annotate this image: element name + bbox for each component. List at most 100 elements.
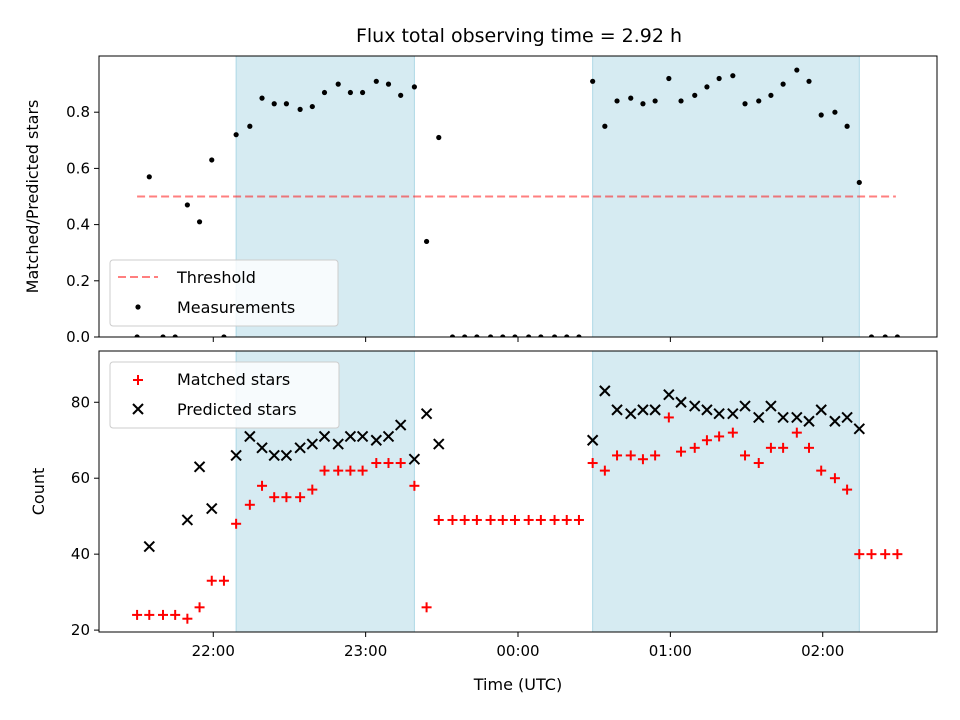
predicted-marker-b xyxy=(306,438,319,450)
matched-star-point xyxy=(625,450,636,461)
matched-star-point xyxy=(561,514,572,525)
matched-star-point xyxy=(333,465,344,476)
measurement-point xyxy=(462,334,468,337)
predicted-star-point xyxy=(829,415,841,427)
predicted-marker-b xyxy=(382,430,395,443)
predicted-marker-b xyxy=(193,461,206,473)
matched-star-point xyxy=(182,613,193,624)
predicted-star-point xyxy=(663,388,675,401)
matched-star-point xyxy=(650,450,661,461)
legend: Threshold Measurements xyxy=(109,259,339,327)
measurement-point xyxy=(856,179,862,186)
matched-star-point xyxy=(727,427,738,438)
predicted-marker-b xyxy=(739,400,751,412)
matched-star-point xyxy=(509,514,520,525)
y-tick-label: 20 xyxy=(71,621,90,639)
predicted-star-point xyxy=(256,442,268,454)
predicted-marker-b xyxy=(230,449,242,462)
matched-star-point xyxy=(319,465,330,476)
measurement-point xyxy=(538,334,544,337)
matched-star-point xyxy=(523,514,534,525)
measurement-point xyxy=(247,123,253,129)
y-axis-label: Count xyxy=(29,468,48,516)
matched-star-point xyxy=(612,450,623,461)
measurement-point xyxy=(794,67,800,73)
predicted-marker-b xyxy=(713,407,725,420)
measurement-point xyxy=(818,112,824,118)
shaded-span xyxy=(592,350,860,633)
measurement-point xyxy=(692,92,698,98)
predicted-marker-b xyxy=(370,434,383,446)
measurement-point xyxy=(780,81,786,87)
measurement-point xyxy=(134,334,140,337)
y-tick-label: 0.4 xyxy=(66,216,90,234)
y-tick-label: 60 xyxy=(71,469,90,487)
x-axis-label: Time (UTC) xyxy=(473,675,562,694)
predicted-star-point xyxy=(753,411,765,424)
matched-star-point xyxy=(257,480,268,491)
measurement-point xyxy=(894,334,900,337)
measurement-point xyxy=(730,73,736,79)
predicted-marker-b xyxy=(663,388,675,401)
predicted-star-point xyxy=(701,404,713,416)
predicted-marker-b xyxy=(675,396,687,408)
matched-star-point xyxy=(587,458,598,469)
x-tick-label: 00:00 xyxy=(496,642,539,660)
x-tick-label: 22:00 xyxy=(192,642,235,660)
measurement-point xyxy=(512,334,518,337)
predicted-star-point xyxy=(637,404,649,416)
predicted-marker-b xyxy=(420,407,433,420)
measurement-point xyxy=(614,98,620,104)
predicted-star-point xyxy=(268,449,280,462)
measurement-point xyxy=(678,98,684,104)
measurement-point xyxy=(768,92,774,98)
matched-star-point xyxy=(371,458,382,469)
predicted-star-point xyxy=(739,400,751,412)
predicted-star-point xyxy=(841,411,853,424)
matched-star-point xyxy=(206,575,217,586)
matched-star-point xyxy=(357,465,368,476)
matched-star-point xyxy=(549,514,560,525)
predicted-marker-b xyxy=(611,404,623,416)
measurement-point xyxy=(576,334,582,337)
predicted-marker-b xyxy=(625,407,637,420)
predicted-star-point xyxy=(356,430,369,443)
matched-star-point xyxy=(295,492,306,503)
matched-star-point xyxy=(132,609,143,620)
predicted-marker-b xyxy=(815,404,827,416)
matched-star-point xyxy=(269,492,280,503)
matched-star-point xyxy=(637,454,648,465)
measurement-point xyxy=(233,132,239,138)
predicted-star-point xyxy=(727,407,739,420)
predicted-marker-b xyxy=(256,442,268,454)
x-tick-label: 02:00 xyxy=(801,642,844,660)
measurement-point xyxy=(398,92,404,98)
predicted-marker-b xyxy=(244,430,256,443)
predicted-star-point xyxy=(675,396,687,408)
matched-star-point xyxy=(842,484,853,495)
measurement-point xyxy=(321,89,328,96)
predicted-star-point xyxy=(332,438,344,450)
predicted-marker-b xyxy=(394,419,407,431)
chart-title: Flux total observing time = 2.92 h xyxy=(356,25,682,47)
matched-star-point xyxy=(676,446,687,457)
measurement-point xyxy=(209,157,215,163)
matched-star-point xyxy=(804,442,815,453)
matched-star-point xyxy=(497,514,508,525)
measurement-point xyxy=(221,334,227,337)
matched-star-point xyxy=(170,609,181,620)
matched-star-point xyxy=(231,518,242,529)
matched-star-point xyxy=(701,435,712,446)
predicted-star-point xyxy=(611,404,623,416)
y-tick-label: 0.8 xyxy=(66,103,90,121)
predicted-star-point xyxy=(382,430,395,443)
matched-star-point xyxy=(689,442,700,453)
predicted-marker-b xyxy=(294,442,306,454)
measurement-point xyxy=(564,334,570,337)
predicted-star-point xyxy=(181,514,194,526)
predicted-star-point xyxy=(586,434,599,446)
measurement-point xyxy=(385,81,392,87)
bottom-panel: 20 40 60 80 22:00 23:00 00:00 01:00 02:00 Count Ti… xyxy=(29,350,938,694)
matched-star-point xyxy=(753,458,764,469)
predicted-marker-b xyxy=(599,385,611,397)
